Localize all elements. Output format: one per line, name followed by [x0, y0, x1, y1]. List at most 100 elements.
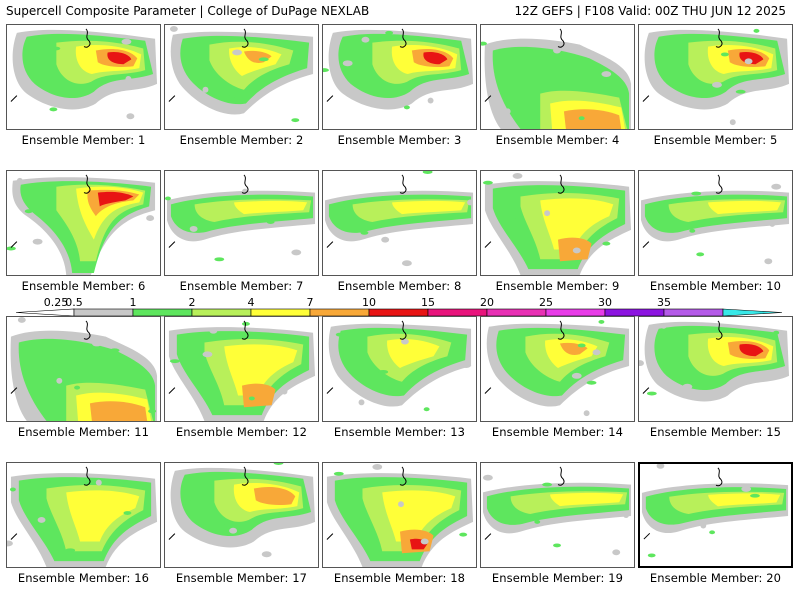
ensemble-panel[interactable]: Ensemble Member: 5 [638, 24, 793, 171]
ensemble-map[interactable] [6, 170, 161, 276]
ensemble-map[interactable] [638, 462, 793, 568]
ensemble-map[interactable] [6, 462, 161, 568]
coastline [399, 320, 407, 340]
contour-yellow [387, 338, 440, 369]
ensemble-map[interactable] [480, 316, 635, 422]
ensemble-map[interactable] [480, 462, 635, 568]
ensemble-map[interactable] [164, 24, 319, 130]
speckle [125, 76, 132, 82]
speckle [400, 338, 409, 345]
ensemble-map[interactable] [6, 316, 161, 422]
speckle [17, 317, 26, 323]
ensemble-panel[interactable]: Ensemble Member: 19 [480, 462, 635, 609]
ensemble-panel[interactable]: Ensemble Member: 9 [480, 170, 635, 317]
speckle [381, 236, 390, 243]
speckle [735, 89, 746, 94]
speckle [601, 71, 612, 77]
speckle [291, 118, 300, 123]
ensemble-panel[interactable]: Ensemble Member: 18 [322, 462, 477, 609]
coastline [168, 387, 176, 394]
scp-contour-map [7, 466, 158, 567]
speckle [712, 81, 722, 88]
coastline [168, 533, 176, 540]
contour-red [97, 191, 134, 207]
speckle [138, 185, 145, 190]
speckle [7, 246, 16, 251]
legend-under-arrow [15, 308, 75, 317]
ensemble-map[interactable] [480, 170, 635, 276]
ensemble-map[interactable] [638, 170, 793, 276]
ensemble-map[interactable] [480, 24, 635, 130]
ensemble-panel[interactable]: Ensemble Member: 13 [322, 316, 477, 463]
ensemble-map[interactable] [322, 170, 477, 276]
speckle [671, 354, 680, 359]
ensemble-member-label: Ensemble Member: 12 [175, 425, 308, 439]
contour-orange [89, 401, 148, 421]
ensemble-panel[interactable]: Ensemble Member: 16 [6, 462, 161, 609]
scp-contour-map [168, 463, 316, 558]
speckle [323, 68, 329, 73]
ensemble-panel[interactable]: Ensemble Member: 4 [480, 24, 635, 171]
speckle [291, 249, 302, 256]
ensemble-member-label: Ensemble Member: 13 [333, 425, 466, 439]
ensemble-map[interactable] [164, 462, 319, 568]
ensemble-map[interactable] [164, 316, 319, 422]
coastline [83, 466, 91, 486]
speckle [172, 490, 179, 497]
scp-contour-map [642, 28, 790, 126]
ensemble-panel[interactable]: Ensemble Member: 11 [6, 316, 161, 463]
ensemble-map[interactable] [6, 24, 161, 130]
ensemble-panel[interactable]: Ensemble Member: 14 [480, 316, 635, 463]
legend-tick-label: 0.25 [44, 296, 69, 309]
speckle [769, 221, 776, 227]
ensemble-panel[interactable]: Ensemble Member: 8 [322, 170, 477, 317]
coastline [642, 387, 650, 394]
speckle [750, 493, 760, 498]
coastline [83, 174, 91, 194]
legend-bar: 0.250.5 1 2 4 7 10 15 20 25 30 35 [15, 296, 783, 317]
ensemble-member-label: Ensemble Member: 11 [17, 425, 150, 439]
ensemble-panel[interactable]: Ensemble Member: 17 [164, 462, 319, 609]
ensemble-panel[interactable]: Ensemble Member: 10 [638, 170, 793, 317]
ensemble-panel[interactable]: Ensemble Member: 12 [164, 316, 319, 463]
contour-yellow [234, 200, 308, 215]
speckle [273, 463, 284, 465]
speckle [720, 52, 729, 57]
ensemble-map[interactable] [638, 316, 793, 422]
speckle [553, 47, 561, 54]
ensemble-panel[interactable]: Ensemble Member: 7 [164, 170, 319, 317]
legend-tick-label: 30 [598, 296, 612, 309]
speckle [398, 501, 404, 508]
speckle [744, 58, 753, 65]
ensemble-panel[interactable]: Ensemble Member: 6 [6, 170, 161, 317]
legend-swatch [250, 308, 311, 317]
contour-yellow [708, 200, 782, 215]
ensemble-map[interactable] [638, 24, 793, 130]
legend-swatch [309, 308, 370, 317]
speckle [646, 391, 657, 396]
contour-yellow [540, 198, 614, 250]
scp-contour-map [639, 320, 790, 402]
speckle [91, 340, 102, 347]
ensemble-map[interactable] [322, 24, 477, 130]
ensemble-panel[interactable]: Ensemble Member: 1 [6, 24, 161, 171]
scp-contour-map [482, 466, 632, 556]
coastline [484, 95, 492, 102]
coastline [484, 387, 492, 394]
speckle [281, 388, 288, 395]
legend-tick-label: 1 [130, 296, 137, 309]
ensemble-panel[interactable]: Ensemble Member: 15 [638, 316, 793, 463]
ensemble-panel[interactable]: Ensemble Member: 3 [322, 24, 477, 171]
ensemble-map[interactable] [322, 316, 477, 422]
speckle [189, 225, 198, 232]
speckle [146, 215, 155, 222]
speckle [753, 28, 760, 33]
ensemble-panel[interactable]: Ensemble Member: 20 [638, 462, 793, 609]
ensemble-panel[interactable]: Ensemble Member: 2 [164, 24, 319, 171]
speckle [372, 463, 383, 470]
scp-contour-map [10, 28, 158, 120]
speckle [709, 530, 716, 535]
speckle [385, 30, 394, 35]
ensemble-map[interactable] [164, 170, 319, 276]
ensemble-map[interactable] [322, 462, 477, 568]
